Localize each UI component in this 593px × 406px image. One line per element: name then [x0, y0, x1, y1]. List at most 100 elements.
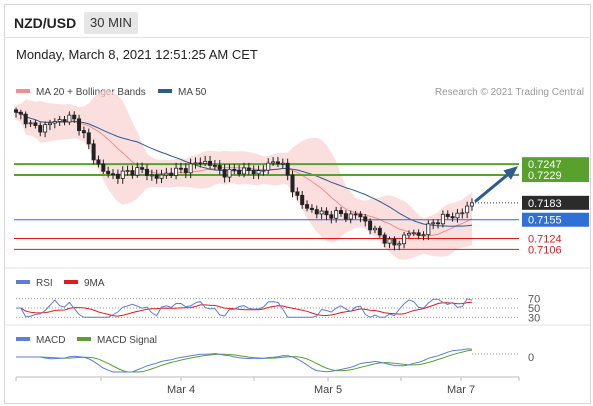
candle [23, 111, 28, 129]
candle-body [111, 173, 116, 176]
header-divider [4, 37, 591, 38]
candle [135, 162, 140, 178]
candle [339, 207, 344, 217]
candle-body [169, 172, 174, 176]
candle [319, 207, 324, 220]
candle-body [28, 122, 33, 125]
candle-body [295, 191, 300, 196]
chart-frame [4, 4, 591, 404]
candle [67, 111, 72, 125]
macd-tick-label: 0 [528, 352, 534, 364]
candle-body [460, 212, 465, 215]
candle [285, 158, 290, 181]
candle [406, 230, 411, 239]
candle-body [334, 210, 339, 219]
candle-body [217, 165, 222, 170]
x-tick-label: Mar 7 [447, 384, 475, 396]
level-label-0.7229: 0.7229 [528, 170, 562, 182]
candle [203, 155, 208, 167]
level-label-box-0.7183 [522, 195, 589, 210]
symbol-title: NZD/USD [14, 15, 77, 31]
candle [411, 229, 416, 237]
candle [382, 232, 387, 248]
candle-body [411, 232, 416, 235]
candle [343, 210, 348, 223]
candle-body [144, 168, 149, 176]
candle-body [208, 160, 213, 166]
candle-body [397, 243, 402, 246]
candle [47, 119, 52, 131]
candle [455, 208, 460, 223]
candle [43, 121, 48, 138]
legend-ma20: MA 20 + Bollinger Bands [36, 87, 146, 98]
candle [300, 191, 305, 209]
candle-body [52, 121, 57, 124]
candle-body [450, 216, 455, 219]
candle [111, 169, 116, 180]
credit-text: Research © 2021 Trading Central [435, 87, 584, 98]
candle [154, 169, 159, 184]
candle-body [348, 213, 353, 220]
level-label-0.7183: 0.7183 [528, 198, 562, 210]
candle [13, 107, 18, 118]
candle-body [159, 174, 164, 179]
x-tick-label: Mar 5 [314, 384, 342, 396]
candle [164, 167, 169, 179]
candle-body [23, 113, 28, 125]
candle [77, 114, 82, 136]
legend-swatch-macd-signal [77, 337, 91, 341]
candle-body [135, 167, 140, 176]
forecast-arrow-head [503, 166, 518, 180]
rsi-tick-label: 70 [528, 294, 540, 306]
level-label-0.7106: 0.7106 [528, 244, 562, 256]
candle [445, 210, 450, 220]
candle-body [465, 205, 470, 214]
candle-body [57, 119, 62, 122]
candle [28, 120, 33, 127]
candle-body [43, 124, 48, 133]
candle-body [314, 209, 319, 215]
candle-body [431, 222, 436, 225]
candle [52, 118, 57, 129]
candle [329, 211, 334, 224]
candle-body [469, 202, 474, 207]
x-tick-label: Mar 4 [167, 384, 195, 396]
candle-body [241, 167, 246, 175]
candle-body [455, 212, 460, 219]
legend-9ma: 9MA [84, 278, 105, 289]
candle-body [62, 119, 67, 123]
candle [305, 200, 310, 212]
candle-body [387, 238, 392, 244]
candle-body [101, 163, 106, 172]
candle [421, 231, 426, 241]
candle [368, 218, 373, 235]
candle [130, 165, 135, 179]
legend-swatch-9ma [64, 280, 78, 284]
candle-body [290, 174, 295, 193]
candle [372, 225, 377, 234]
legend-swatch-ma20 [16, 89, 30, 93]
candle [397, 240, 402, 251]
candle-body [193, 162, 198, 165]
candle-body [154, 174, 159, 179]
candle-body [47, 122, 52, 126]
candle [193, 157, 198, 169]
candle-body [363, 216, 368, 222]
candle-body [426, 223, 431, 236]
candle [169, 167, 174, 178]
candle-body [377, 227, 382, 236]
candle-body [13, 109, 18, 113]
candle-body [120, 170, 125, 179]
candle [208, 155, 213, 169]
candle-body [319, 210, 324, 215]
candle-body [164, 172, 169, 176]
candle-body [353, 213, 358, 216]
timeframe-button[interactable]: 30 MIN [84, 12, 138, 34]
candle-body [222, 169, 227, 178]
rsi-tick-label: 30 [528, 312, 540, 324]
candle [62, 115, 67, 126]
candle-body [339, 210, 344, 215]
legend-ma50: MA 50 [178, 87, 207, 98]
candle [280, 158, 285, 169]
